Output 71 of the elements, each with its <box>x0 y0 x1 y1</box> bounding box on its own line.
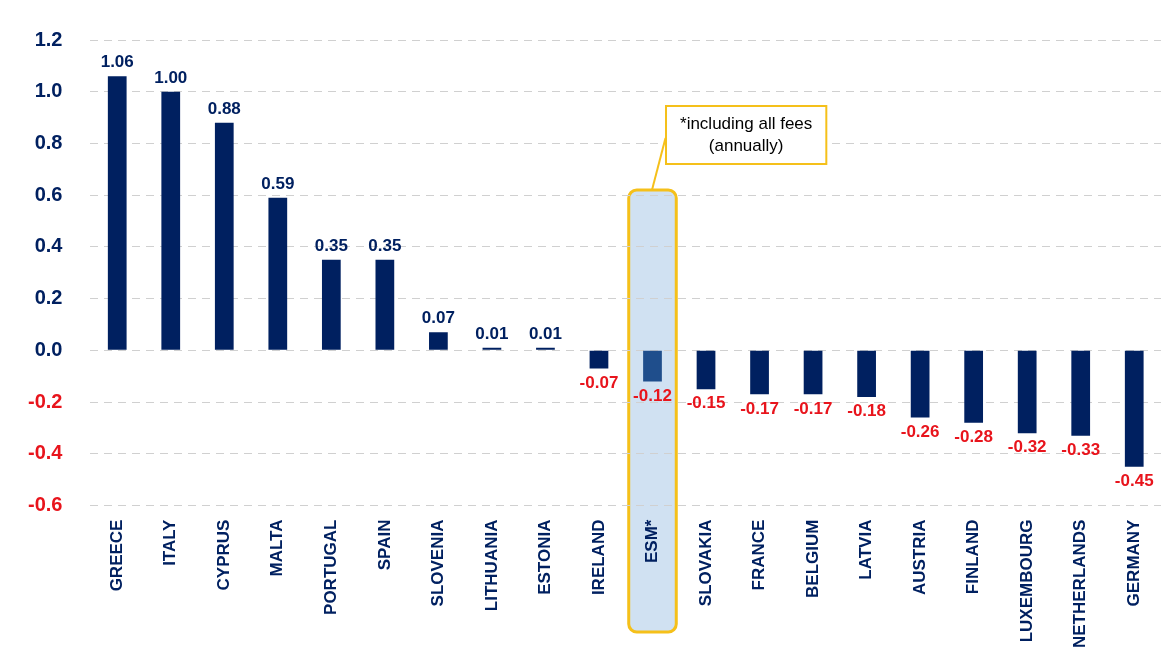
data-label: 0.35 <box>368 236 402 256</box>
bar <box>589 350 609 369</box>
data-label: -0.12 <box>633 385 672 405</box>
y-tick-label: -0.4 <box>27 441 64 464</box>
bar <box>1071 350 1091 436</box>
y-tick-label: 0.6 <box>34 182 63 205</box>
bar <box>536 347 555 350</box>
x-tick-label: BELGIUM <box>802 519 822 598</box>
data-label: -0.07 <box>579 372 619 392</box>
x-tick-label: ESM* <box>642 519 662 564</box>
bar <box>964 350 984 423</box>
x-tick-label: MALTA <box>267 519 287 577</box>
x-tick-label: LITHUANIA <box>481 519 501 612</box>
x-tick-label: NETHERLANDS <box>1070 519 1090 649</box>
data-label: 0.07 <box>421 308 455 328</box>
x-tick-label: SPAIN <box>374 519 394 571</box>
bar <box>321 259 341 350</box>
data-label: 1.06 <box>100 52 134 72</box>
x-tick-label: CYPRUS <box>213 519 233 591</box>
x-tick-label: IRELAND <box>588 519 608 596</box>
data-label: -0.28 <box>954 426 994 446</box>
y-tick-label: 1.2 <box>34 27 63 50</box>
y-tick-label: 0.2 <box>34 286 63 309</box>
x-tick-label: FRANCE <box>749 519 769 591</box>
annotation: *including all fees (annually) <box>680 113 813 155</box>
data-label: 0.59 <box>261 173 295 193</box>
data-label: -0.18 <box>847 401 886 421</box>
y-tick-label: 0.4 <box>34 234 64 257</box>
bar <box>482 347 502 350</box>
x-tick-label: PORTUGAL <box>321 519 341 615</box>
data-label: -0.32 <box>1007 437 1047 457</box>
y-tick-label: 0.0 <box>34 337 63 360</box>
bar <box>803 350 823 395</box>
data-label: 0.88 <box>207 98 241 118</box>
x-tick-label: SLOVAKIA <box>695 519 715 607</box>
bar <box>1124 350 1144 467</box>
x-tick-label: ESTONIA <box>535 519 555 595</box>
data-label: -0.33 <box>1061 439 1101 459</box>
bar <box>214 122 234 350</box>
x-tick-label: FINLAND <box>963 519 983 595</box>
x-tick-label: AUSTRIA <box>909 519 929 596</box>
data-label: 0.01 <box>528 323 562 343</box>
bar <box>696 350 716 390</box>
bar <box>857 350 876 397</box>
bar <box>910 350 930 418</box>
data-label: -0.15 <box>686 393 726 413</box>
data-label: -0.45 <box>1114 470 1154 490</box>
bar <box>375 259 395 350</box>
data-label: 0.01 <box>475 323 509 343</box>
bar <box>643 350 662 382</box>
x-tick-label: ITALY <box>160 518 180 566</box>
x-tick-label: LATVIA <box>856 519 876 580</box>
y-tick-label: -0.2 <box>27 389 63 412</box>
y-tick-label: -0.6 <box>27 493 63 516</box>
x-tick-label: SLOVENIA <box>428 519 448 607</box>
data-label: 1.00 <box>154 67 188 87</box>
bar <box>161 91 181 350</box>
bar <box>1017 350 1037 434</box>
data-label: 0.35 <box>314 236 348 256</box>
y-tick-label: 0.8 <box>34 130 63 153</box>
bar <box>750 350 769 395</box>
data-label: -0.26 <box>900 421 940 441</box>
bar <box>429 332 448 350</box>
bar <box>268 197 288 350</box>
x-tick-label: GREECE <box>106 519 126 592</box>
x-tick-label: LUXEMBOURG <box>1016 519 1036 643</box>
data-label: -0.17 <box>793 398 833 418</box>
x-tick-label: GERMANY <box>1123 518 1143 607</box>
bar <box>107 76 127 350</box>
data-label: -0.17 <box>740 398 779 418</box>
y-tick-label: 1.0 <box>34 79 63 102</box>
